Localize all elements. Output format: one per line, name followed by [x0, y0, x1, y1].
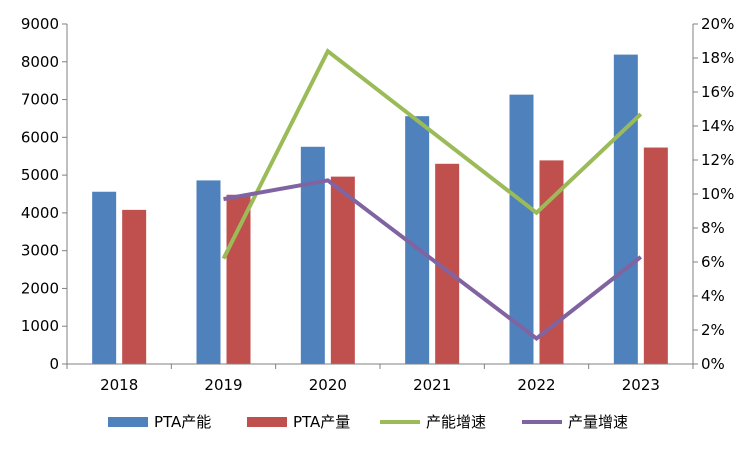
x-tick-label-2021: 2021 — [413, 376, 451, 394]
y-left-tick-label: 8000 — [21, 53, 59, 71]
y-right-tick-label: 10% — [701, 185, 734, 203]
lines-layer — [221, 48, 643, 342]
y-left-tick-label: 2000 — [21, 279, 59, 297]
bar-PTA产能-2019 — [196, 180, 221, 364]
y-right-tick-label: 8% — [701, 219, 725, 237]
x-tick-label-2018: 2018 — [100, 376, 138, 394]
legend-label-PTA产能: PTA产能 — [154, 413, 211, 431]
y-right-tick-label: 0% — [701, 355, 725, 373]
bar-PTA产量-2020 — [330, 176, 355, 364]
bar-PTA产量-2018 — [122, 209, 147, 364]
line-series-1 — [221, 48, 643, 260]
legend-swatch-PTA产能 — [108, 417, 148, 427]
y-right-tick-label: 16% — [701, 83, 734, 101]
y-right-tick-label: 14% — [701, 117, 734, 135]
y-left-tick-label: 7000 — [21, 91, 59, 109]
legend-label-PTA产量: PTA产量 — [293, 413, 350, 431]
bar-PTA产量-2023 — [643, 147, 668, 364]
y-left-tick-label: 3000 — [21, 242, 59, 260]
x-tick-label-2023: 2023 — [622, 376, 660, 394]
y-left-tick-label: 9000 — [21, 15, 59, 33]
legend-label-产量增速: 产量增速 — [568, 413, 628, 431]
legend-swatch-PTA产量 — [247, 417, 287, 427]
y-left-tick-label: 4000 — [21, 204, 59, 222]
y-right-tick-label: 2% — [701, 321, 725, 339]
bar-PTA产能-2020 — [300, 146, 325, 364]
bar-PTA产量-2019 — [226, 194, 251, 364]
bar-PTA产量-2022 — [539, 160, 564, 364]
legend-label-产能增速: 产能增速 — [426, 413, 486, 431]
y-left-tick-label: 0 — [49, 355, 59, 373]
y-right-tick-label: 4% — [701, 287, 725, 305]
bar-PTA产能-2023 — [613, 54, 638, 364]
y-right-tick-label: 12% — [701, 151, 734, 169]
x-tick-label-2020: 2020 — [309, 376, 347, 394]
y-left-tick-label: 1000 — [21, 317, 59, 335]
x-tick-label-2022: 2022 — [517, 376, 555, 394]
axes-layer: 0 1000 2000 3000 4000 5000 6000 7000 8000 9000 0% 2… — [21, 15, 735, 394]
y-left-tick-label: 6000 — [21, 128, 59, 146]
y-right-tick-label: 6% — [701, 253, 725, 271]
y-left-tick-label: 5000 — [21, 166, 59, 184]
line-series-2 — [223, 178, 643, 342]
y-right-tick-label: 20% — [701, 15, 734, 33]
y-right-tick-label: 18% — [701, 49, 734, 67]
bar-PTA产能-2018 — [92, 191, 117, 364]
x-tick-label-2019: 2019 — [204, 376, 242, 394]
legend: PTA产能 PTA产量 产能增速 产量增速 — [108, 413, 628, 431]
bar-PTA产能-2022 — [509, 94, 534, 365]
bars-layer — [92, 54, 668, 365]
